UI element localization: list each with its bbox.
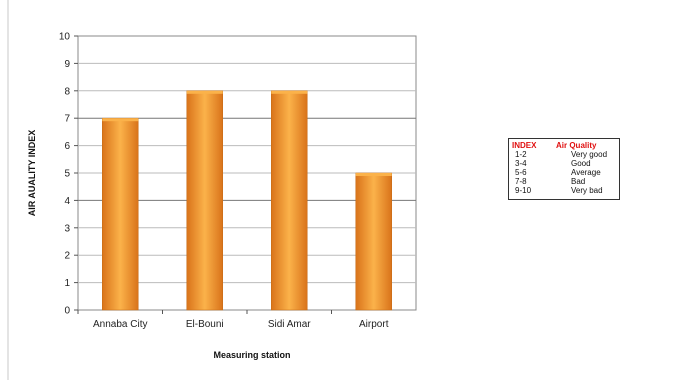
bar-cap xyxy=(102,118,139,122)
x-tick-label: Annaba City xyxy=(93,319,147,330)
bar-annaba-city xyxy=(102,117,139,311)
y-tick-label: 4 xyxy=(64,196,70,207)
air-quality-legend: INDEX Air Quality 1-2 Very good 3-4 Good 5-6… xyxy=(508,138,620,200)
y-tick-label: 8 xyxy=(64,86,70,97)
x-axis-title: Measuring station xyxy=(213,350,290,360)
bar-cap xyxy=(186,90,223,94)
legend-header: INDEX Air Quality xyxy=(509,141,619,150)
legend-row-index: 5-6 xyxy=(515,168,527,177)
x-tick-label: El-Bouni xyxy=(186,319,224,330)
legend-header-quality: Air Quality xyxy=(556,141,597,150)
y-tick-label: 10 xyxy=(59,32,71,43)
bar-cap xyxy=(355,173,392,176)
legend-header-index: INDEX xyxy=(512,141,537,150)
y-tick-label: 3 xyxy=(64,223,70,234)
y-tick-label: 5 xyxy=(64,169,70,180)
x-tick-label: Sidi Amar xyxy=(268,319,311,330)
legend-row: 9-10 Very bad xyxy=(509,186,619,195)
legend-row-quality: Very good xyxy=(571,150,608,159)
legend-row-index: 7-8 xyxy=(515,177,527,186)
y-tick-label: 9 xyxy=(64,59,70,70)
legend-row-quality: Bad xyxy=(571,177,586,186)
legend-row: 7-8 Bad xyxy=(509,177,619,186)
legend-row-quality: Good xyxy=(571,159,591,168)
legend-rows: 1-2 Very good 3-4 Good 5-6 Average 7-8 Bad 9-10 V… xyxy=(509,150,619,195)
legend-row: 1-2 Very good xyxy=(509,150,619,159)
y-axis-title: AIR AUALITY INDEX xyxy=(27,130,37,217)
legend-row-quality: Average xyxy=(571,168,601,177)
bars xyxy=(102,90,392,311)
y-tick-label: 2 xyxy=(64,251,70,262)
legend-row: 5-6 Average xyxy=(509,168,619,177)
bar-airport xyxy=(355,172,392,311)
y-tick-labels: 0 1 2 3 4 5 6 7 8 9 10 xyxy=(59,32,78,317)
bar-cap xyxy=(271,90,308,94)
x-tick-labels: Annaba City El-Bouni Sidi Amar Airport xyxy=(77,310,389,330)
legend-row-index: 1-2 xyxy=(515,150,527,159)
legend-row-quality: Very bad xyxy=(571,186,603,195)
x-tick-label: Airport xyxy=(359,319,389,330)
bar-el-bouni xyxy=(186,90,223,311)
y-tick-label: 7 xyxy=(64,114,70,125)
y-tick-label: 1 xyxy=(64,278,70,289)
y-tick-label: 6 xyxy=(64,141,70,152)
legend-row: 3-4 Good xyxy=(509,159,619,168)
legend-row-index: 3-4 xyxy=(515,159,527,168)
bar-sidi-amar xyxy=(271,90,308,311)
y-tick-label: 0 xyxy=(64,306,70,317)
legend-row-index: 9-10 xyxy=(515,186,532,195)
